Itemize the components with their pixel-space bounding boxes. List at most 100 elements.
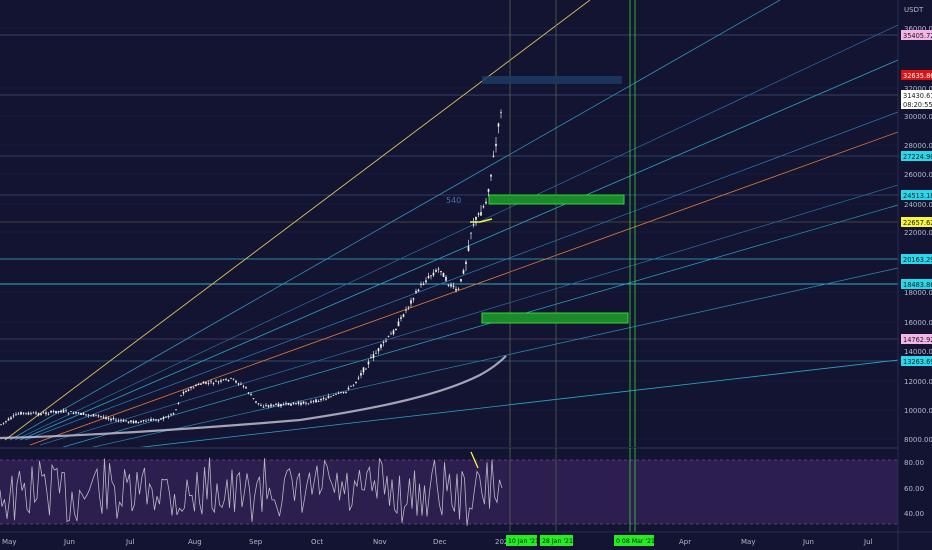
candle-body [352,384,355,386]
candle-body [187,389,190,391]
candle-body [337,392,340,394]
candle-body [295,403,297,404]
candle-body [380,344,382,348]
price-tag-label: 13263.69 [903,358,932,366]
candle-body [197,383,200,385]
candle-body [240,383,242,385]
candle-body [345,392,347,393]
fan-trendlines [4,0,898,447]
price-tag-badge [901,30,932,40]
candle-body [480,212,482,216]
candle-body [375,352,377,354]
candle-body [377,348,380,352]
candle-body [155,419,157,421]
trendline [14,24,898,441]
candle-body [165,416,167,418]
time-tick-label: May [741,538,755,546]
demand-zone-upper[interactable] [488,194,625,205]
candle-body [210,381,212,383]
candle-body [492,155,495,157]
candle-body [397,321,400,327]
candle-body [55,410,57,413]
candle-body [462,270,465,274]
price-tag-label: 35405.72 [903,32,932,40]
candle-body [52,411,55,412]
candle-body [425,280,427,283]
candle-body [490,174,492,177]
time-marker-badge [540,535,573,546]
rsi-tick-label: 60.00 [904,485,924,493]
candle-body [272,404,275,406]
candle-body [355,382,357,383]
candle-body [292,403,295,405]
trendline [62,204,898,447]
price-tag-badge [901,334,932,344]
candle-body [122,420,125,422]
price-tag-badge [901,190,932,200]
candle-body [202,382,205,384]
candle-body [90,415,92,417]
price-tick-label: 22000.00 [904,229,932,237]
price-tag-badge [901,279,932,289]
candle-body [350,385,352,387]
candle-body [27,412,30,415]
candle-body [427,276,430,278]
candle-body [385,340,387,342]
candle-body [110,418,112,421]
candle-body [102,416,105,418]
candle-body [315,399,317,403]
candle-body [147,419,150,421]
time-tick-label: Apr [679,538,691,546]
candle-body [12,415,15,417]
demand-zone-lower[interactable] [481,312,629,324]
candle-body [142,420,145,421]
candle-body [70,411,72,413]
candle-body [285,403,287,404]
candle-body [500,112,502,114]
candle-body [35,412,37,414]
price-tick-label: 32000.00 [904,85,932,93]
price-tick-label: 8000.00 [904,436,932,444]
candle-body [152,419,155,420]
candle-body [262,406,265,408]
time-tick-label: Aug [188,538,202,546]
candle-body [452,285,455,287]
candle-body [287,402,290,405]
candle-body [325,398,327,400]
candle-body [225,378,227,380]
candle-body [87,414,90,416]
price-tick-label: 26000.00 [904,171,932,179]
candle-body [432,272,435,276]
candle-body [275,403,277,405]
time-marker-label: 10 Jan '21 [508,538,539,545]
candle-body [145,420,147,422]
candle-body [40,413,42,415]
time-tick-label: Nov [373,538,387,546]
candle-body [342,391,345,393]
candle-body [405,309,407,311]
candle-body [357,377,360,379]
candle-body [390,333,392,335]
candle-body [312,400,315,402]
time-tick-label: Jul [125,538,135,546]
candle-body [395,328,397,331]
time-markers: 10 Jan '21 28 Jan '21 0 08 Mar '21 [506,535,655,546]
candle-body [117,420,120,422]
price-tag-badge [901,70,932,80]
candle-body [302,401,305,404]
candle-body [415,291,417,293]
candle-body [247,392,250,394]
candle-body [22,412,25,414]
price-tick-label: 18000.00 [904,289,932,297]
candle-body [100,416,102,417]
trendline [9,0,781,441]
price-tag-badge [901,151,932,161]
candle-body [37,413,40,416]
price-tag-label: 27224.90 [903,153,932,161]
candle-body [367,361,370,365]
candle-body [232,378,235,380]
candle-body [67,412,70,414]
rsi-vertical-lines [509,448,636,532]
supply-zone-top[interactable] [482,76,622,84]
